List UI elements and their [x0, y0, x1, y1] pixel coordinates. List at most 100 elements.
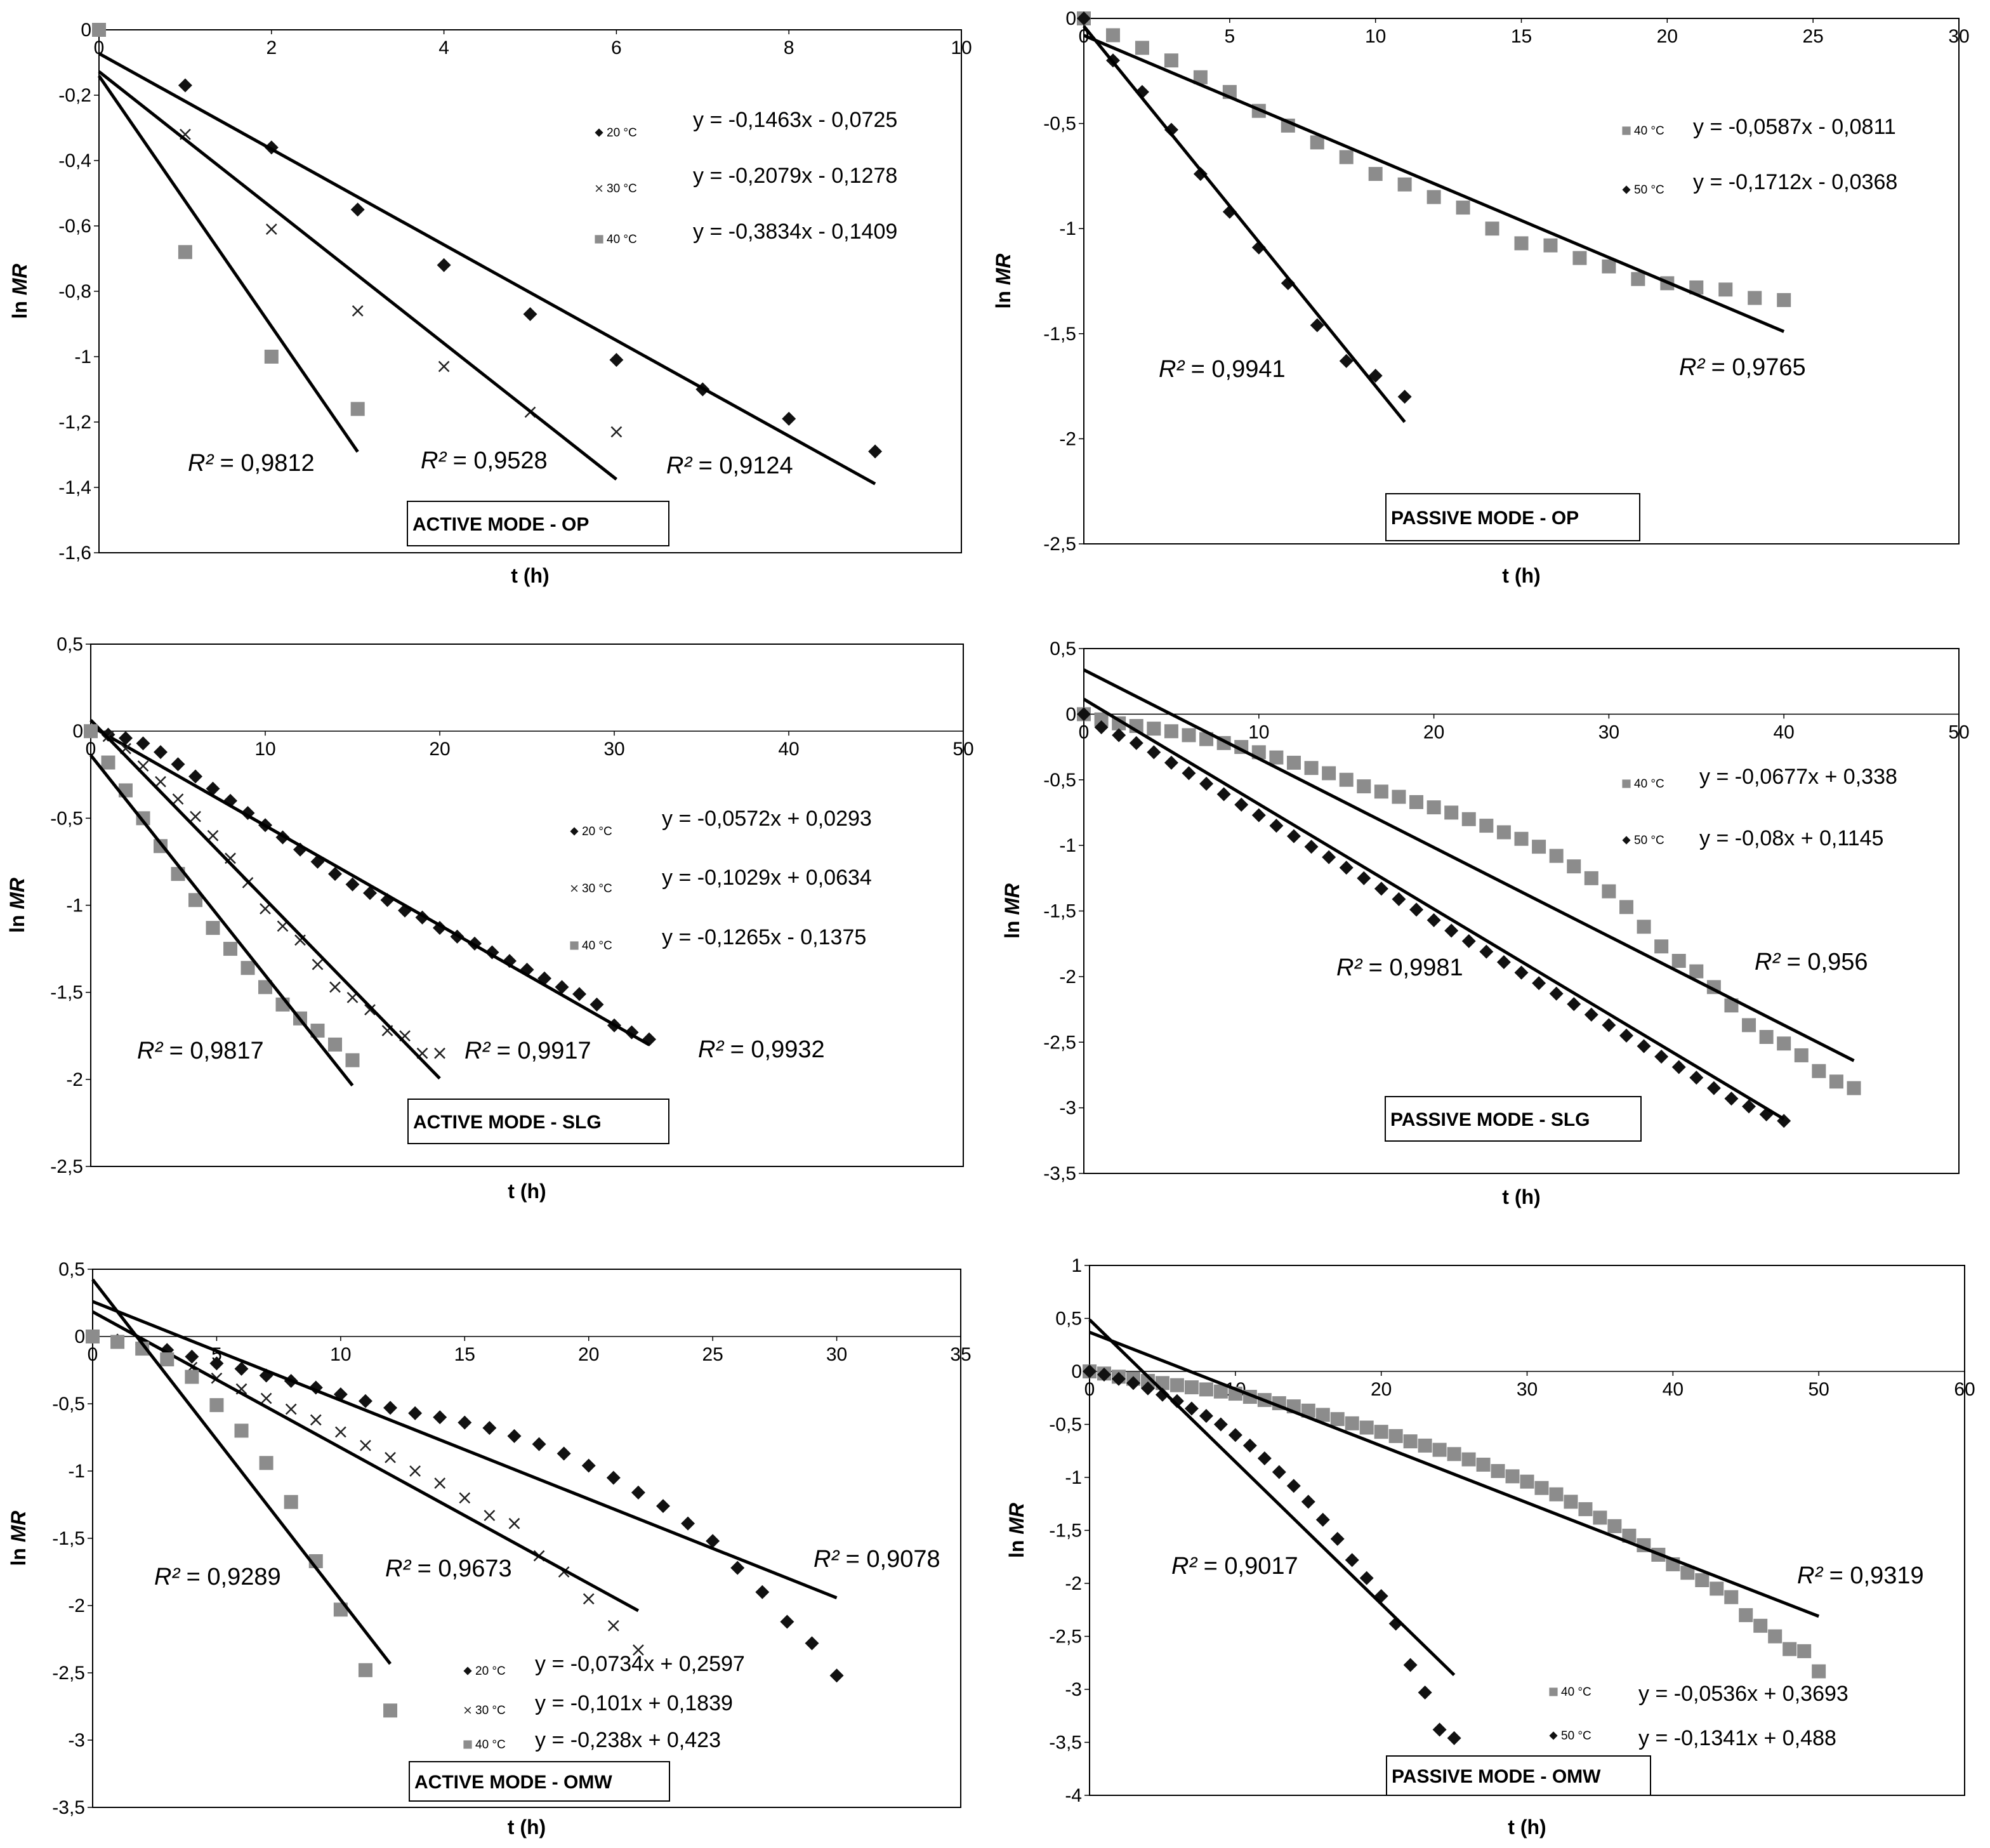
data-point: [1374, 881, 1388, 896]
data-point: [188, 893, 202, 908]
fit-line: [91, 1310, 640, 1613]
x-tick-label: 40: [1774, 722, 1795, 742]
y-tick-label: -1: [1059, 835, 1076, 856]
r-squared-label: R² = 0,9941: [1159, 356, 1286, 383]
mode-label-box: [1385, 1096, 1642, 1142]
data-point: [1619, 1028, 1633, 1043]
x-tick-label: 20: [1423, 722, 1444, 742]
data-point: [345, 1053, 360, 1067]
x-tick-label: 50: [952, 739, 973, 760]
data-point: [1432, 1442, 1447, 1457]
series-square: [1077, 707, 1861, 1095]
data-point: [706, 1534, 720, 1548]
y-tick-label: -1: [68, 1461, 85, 1482]
data-point: [1397, 390, 1412, 404]
fit-line: [1083, 34, 1785, 333]
mode-label: ACTIVE MODE - OMW: [414, 1772, 612, 1793]
data-point: [259, 1456, 273, 1470]
data-point: [1330, 1531, 1345, 1546]
regression-equation: y = -0,0677x + 0,338: [1699, 765, 1897, 789]
data-point: [328, 1037, 342, 1052]
data-point: [1496, 825, 1511, 840]
data-point: [1532, 976, 1546, 991]
data-point: [171, 757, 185, 772]
data-point: [1392, 789, 1406, 804]
data-point: [409, 1465, 421, 1477]
data-point: [1310, 135, 1324, 150]
data-point: [1140, 1381, 1155, 1396]
series-square: [86, 1330, 398, 1718]
data-point: [310, 1024, 325, 1038]
fit-line: [97, 75, 359, 453]
mode-label: PASSIVE MODE - SLG: [1390, 1109, 1590, 1130]
x-tick-label: 60: [1954, 1379, 1975, 1400]
data-point: [234, 1423, 249, 1438]
data-point: [1374, 1425, 1388, 1439]
data-point: [1432, 1722, 1447, 1737]
data-point: [523, 307, 537, 322]
x-tick-label: 50: [1808, 1379, 1829, 1400]
regression-equation: y = -0,0734x + 0,2597: [535, 1652, 745, 1676]
data-point: [1339, 772, 1354, 787]
data-point: [1777, 293, 1791, 307]
x-axis-title: t (h): [1502, 564, 1540, 587]
data-point: [350, 402, 365, 416]
data-point: [1257, 1451, 1272, 1465]
plot-area: [1083, 18, 1960, 544]
data-point: [1184, 1380, 1199, 1395]
y-tick-label: 0,5: [56, 634, 83, 655]
y-axis-title: ln MR: [1001, 883, 1024, 939]
data-point: [1456, 201, 1470, 215]
y-tick-label: -2: [1059, 967, 1076, 987]
legend-marker: [1549, 1731, 1558, 1740]
data-point: [1403, 1658, 1418, 1672]
data-point: [241, 961, 255, 975]
data-point: [260, 1392, 272, 1404]
fit-line: [1088, 1318, 1456, 1677]
chart-panel: 10,50-0,5-1-1,5-2-2,5-3-3,5-401020304050…: [1005, 1255, 1975, 1838]
data-point: [1403, 1434, 1418, 1449]
r-squared-label: R² = 0,9289: [154, 1564, 281, 1590]
data-point: [1753, 1618, 1768, 1633]
data-point: [1479, 944, 1494, 959]
x-tick-label: 0: [86, 739, 96, 760]
x-tick-label: 10: [1365, 26, 1386, 47]
data-point: [1794, 1048, 1809, 1062]
data-point: [1213, 1384, 1228, 1399]
legend-marker: [1622, 836, 1631, 845]
mode-label: PASSIVE MODE - OP: [1391, 508, 1579, 529]
y-tick-label: 0,5: [1050, 638, 1076, 659]
data-point: [1097, 1368, 1111, 1382]
r-squared-label: R² = 0,9319: [1797, 1562, 1924, 1589]
regression-equation: y = -0,0536x + 0,3693: [1638, 1682, 1848, 1706]
y-tick-label: -0,4: [58, 150, 91, 171]
data-point: [1111, 1371, 1126, 1386]
data-point: [1593, 1510, 1607, 1525]
data-point: [1567, 859, 1581, 874]
x-tick-label: 25: [702, 1344, 723, 1365]
data-point: [1584, 871, 1598, 885]
y-tick-label: -1,2: [58, 412, 91, 433]
data-point: [1706, 1081, 1721, 1095]
x-tick-label: 10: [330, 1344, 351, 1365]
regression-equation: y = -0,3834x - 0,1409: [693, 220, 897, 244]
legend-label: 30 °C: [607, 182, 637, 195]
data-point: [1461, 812, 1476, 826]
y-tick-label: -2,5: [1043, 534, 1076, 555]
data-point: [1184, 1401, 1199, 1416]
fit-line: [98, 70, 617, 481]
data-point: [1409, 795, 1424, 809]
chart-panel: 0 -0,2 -0,4 -0,6 -0,8 -1 -1,2 -1,4 -1,6 0 2 4 6 8 10 t …: [8, 20, 972, 587]
series-diamond: [1077, 707, 1791, 1128]
data-point: [190, 810, 201, 822]
y-tick-label: -1,5: [1043, 324, 1076, 345]
fit-line: [1089, 1330, 1820, 1618]
regression-equation: y = -0,0587x - 0,0811: [1693, 115, 1896, 139]
y-tick-label: -1,5: [1049, 1521, 1082, 1541]
r-squared-label: R² = 0,9017: [1171, 1553, 1298, 1580]
data-point: [1631, 272, 1645, 286]
data-point: [1444, 805, 1459, 820]
data-point: [555, 980, 569, 994]
data-point: [805, 1636, 819, 1651]
legend-marker: [1622, 185, 1631, 194]
